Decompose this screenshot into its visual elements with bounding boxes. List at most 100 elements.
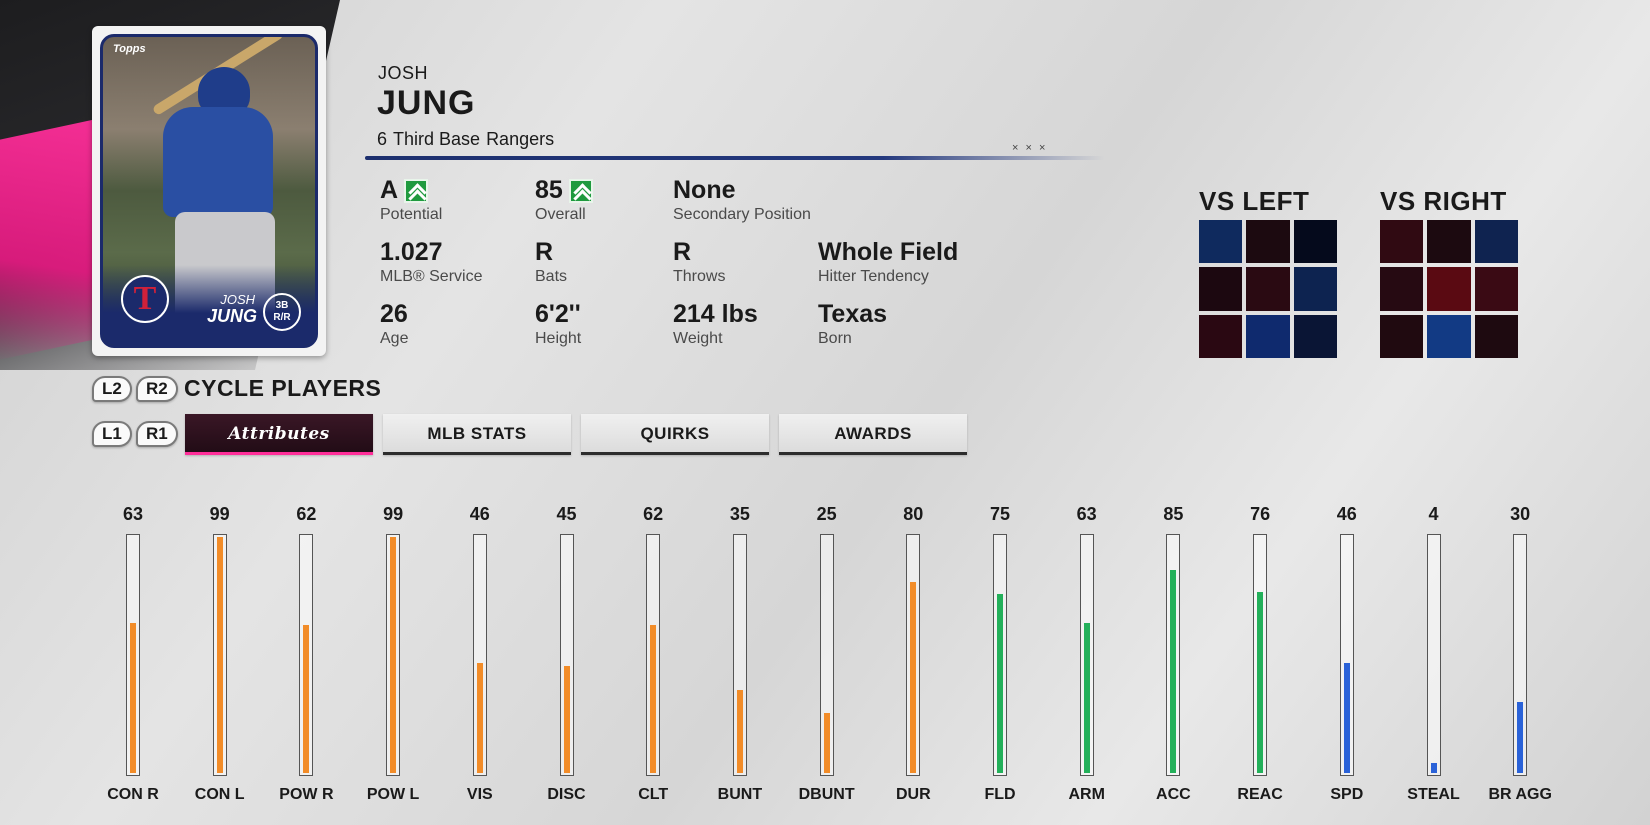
attribute-bar: 30 BR AGG bbox=[1475, 500, 1565, 820]
attribute-bar: 75 FLD bbox=[955, 500, 1045, 820]
attribute-bar-fill bbox=[650, 625, 657, 773]
attribute-label: BR AGG bbox=[1488, 786, 1552, 803]
service-label: MLB® Service bbox=[380, 268, 483, 285]
info-born: Texas Born bbox=[818, 300, 887, 348]
hot-zone-cell bbox=[1427, 314, 1471, 358]
hot-zone-cell bbox=[1380, 314, 1424, 358]
hot-zone-cell bbox=[1380, 220, 1424, 264]
hitter-tendency-label: Hitter Tendency bbox=[818, 268, 929, 285]
age-label: Age bbox=[380, 330, 409, 347]
zone-left-title: VS LEFT bbox=[1199, 186, 1310, 216]
throws-label: Throws bbox=[673, 268, 726, 285]
player-position: Third Base bbox=[393, 129, 481, 149]
tab-attributes[interactable]: Attributes bbox=[185, 414, 373, 455]
info-hitter-tendency: Whole Field Hitter Tendency bbox=[818, 238, 958, 286]
attribute-bar: 63 CON R bbox=[88, 500, 178, 820]
attribute-value: 4 bbox=[1428, 504, 1439, 524]
attribute-label: POW R bbox=[279, 786, 334, 803]
secondary-position-value: None bbox=[673, 176, 736, 204]
attribute-bar: 35 BUNT bbox=[695, 500, 785, 820]
attribute-bar-fill bbox=[390, 537, 397, 773]
header-underline bbox=[365, 156, 1105, 160]
player-last-name: JUNG bbox=[377, 84, 476, 122]
upgrade-arrow-icon bbox=[404, 178, 429, 203]
attribute-bar-track bbox=[1253, 534, 1268, 776]
attribute-bar-fill bbox=[910, 582, 917, 773]
attribute-bar: 45 DISC bbox=[522, 500, 612, 820]
age-value: 26 bbox=[380, 300, 408, 328]
attribute-bar-track bbox=[559, 534, 574, 776]
attribute-value: 80 bbox=[903, 504, 924, 524]
attribute-bar: 46 SPD bbox=[1302, 500, 1392, 820]
attribute-value: 46 bbox=[1336, 504, 1357, 524]
hot-zone-cell bbox=[1427, 267, 1471, 311]
card-first-name: JOSH bbox=[220, 292, 255, 307]
height-label: Height bbox=[535, 330, 582, 347]
attribute-value: 99 bbox=[209, 504, 230, 524]
attribute-bar-track bbox=[1513, 534, 1528, 776]
attribute-value: 63 bbox=[122, 504, 144, 524]
hot-zone-cell bbox=[1427, 220, 1471, 264]
attribute-bar: 76 REAC bbox=[1215, 500, 1305, 820]
attribute-bar: 99 CON L bbox=[175, 500, 265, 820]
r2-button[interactable]: R2 bbox=[136, 376, 178, 402]
hot-zone-cell bbox=[1474, 267, 1518, 311]
hot-zone-cell bbox=[1199, 314, 1243, 358]
attribute-value: 63 bbox=[1076, 504, 1097, 524]
attribute-bar-track bbox=[212, 534, 227, 776]
attribute-bar: 99 POW L bbox=[348, 500, 438, 820]
tab-mlb-stats[interactable]: MLB STATS bbox=[383, 414, 571, 455]
l2-button[interactable]: L2 bbox=[92, 376, 132, 402]
card-last-name: JUNG bbox=[206, 306, 257, 326]
attribute-bar-track bbox=[1339, 534, 1354, 776]
attribute-value: 30 bbox=[1510, 504, 1531, 524]
attribute-label: DBUNT bbox=[798, 786, 855, 803]
info-bats: R Bats bbox=[535, 238, 567, 286]
tab-quirks[interactable]: QUIRKS bbox=[581, 414, 769, 455]
attribute-label: BUNT bbox=[717, 786, 763, 803]
attribute-bar: 46 VIS bbox=[435, 500, 525, 820]
attribute-bar-track bbox=[1426, 534, 1441, 776]
background-pink-brush bbox=[0, 118, 100, 362]
hot-zone-cell bbox=[1246, 267, 1290, 311]
attribute-bar: 62 POW R bbox=[261, 500, 351, 820]
player-first-name: JOSH bbox=[378, 63, 429, 83]
attribute-bar-fill bbox=[130, 622, 136, 773]
hot-zone-cell bbox=[1293, 220, 1337, 264]
attribute-bar: 4 STEAL bbox=[1389, 500, 1479, 820]
secondary-position-label: Secondary Position bbox=[673, 206, 811, 223]
attribute-value: 62 bbox=[296, 504, 317, 524]
attribute-label: CLT bbox=[638, 786, 669, 803]
bats-label: Bats bbox=[535, 268, 568, 285]
l1-button[interactable]: L1 bbox=[92, 421, 132, 447]
attribute-bar-track bbox=[993, 534, 1007, 776]
r1-button[interactable]: R1 bbox=[136, 421, 178, 447]
attribute-bar-track bbox=[472, 534, 487, 776]
attribute-bar-fill bbox=[1430, 763, 1437, 773]
info-potential: A Potential bbox=[380, 176, 442, 224]
attribute-value: 85 bbox=[1163, 504, 1184, 524]
attribute-label: SPD bbox=[1330, 786, 1364, 803]
hot-zone-cell bbox=[1474, 220, 1518, 264]
born-value: Texas bbox=[818, 300, 888, 328]
attribute-label: DUR bbox=[895, 786, 931, 803]
hot-zone-cell bbox=[1246, 314, 1290, 358]
hitter-tendency-value: Whole Field bbox=[818, 238, 959, 266]
attribute-bar-fill bbox=[1257, 591, 1264, 773]
hot-zone-cell bbox=[1199, 220, 1243, 264]
weight-value: 214 lbs bbox=[673, 300, 758, 328]
attribute-bar-fill bbox=[1170, 570, 1177, 773]
potential-value: A bbox=[380, 176, 399, 204]
zone-right-title: VS RIGHT bbox=[1380, 186, 1507, 216]
attribute-bar-track bbox=[1166, 534, 1181, 776]
attribute-bar-fill bbox=[736, 689, 743, 773]
hot-zone-vs-right bbox=[1380, 220, 1518, 358]
attribute-bar-track bbox=[732, 534, 747, 776]
info-secondary-position: None Secondary Position bbox=[673, 176, 811, 224]
attribute-label: REAC bbox=[1237, 786, 1283, 803]
overall-value: 85 bbox=[535, 176, 563, 204]
hot-zone-cell bbox=[1199, 267, 1243, 311]
hot-zone-cell bbox=[1474, 314, 1518, 358]
info-weight: 214 lbs Weight bbox=[673, 300, 758, 348]
tab-awards[interactable]: AWARDS bbox=[779, 414, 967, 455]
